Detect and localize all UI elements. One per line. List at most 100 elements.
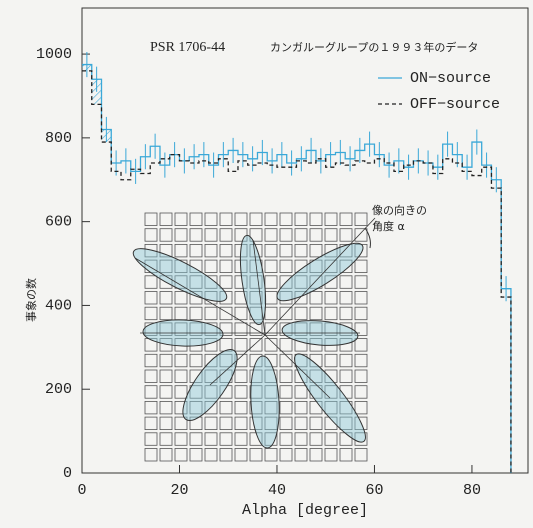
camera-pixel — [174, 228, 188, 242]
annotation: 像の向きの — [372, 203, 427, 217]
camera-pixel — [144, 338, 158, 352]
camera-pixel — [339, 212, 353, 226]
camera-pixel — [189, 432, 203, 446]
camera-pixel — [354, 416, 368, 431]
camera-pixel — [249, 353, 263, 368]
camera-pixel — [219, 228, 233, 242]
camera-pixel — [174, 432, 188, 446]
camera-pixel — [339, 400, 353, 415]
camera-pixel — [309, 306, 323, 321]
camera-pixel — [189, 212, 203, 226]
camera-pixel — [159, 243, 173, 258]
camera-pixel — [144, 228, 158, 242]
camera-pixel — [234, 369, 248, 383]
camera-pixel — [189, 275, 203, 289]
camera-pixel — [249, 448, 263, 462]
legend-label: OFF−source — [410, 96, 500, 113]
y-tick-label: 400 — [45, 297, 72, 314]
camera-pixel — [174, 322, 188, 336]
camera-pixel — [234, 291, 248, 305]
camera-pixel — [264, 243, 278, 258]
camera-pixel — [354, 306, 368, 321]
camera-pixel — [249, 385, 263, 399]
camera-pixel — [144, 291, 158, 305]
camera-pixel — [219, 400, 233, 415]
camera-pixel — [339, 416, 353, 431]
camera-pixel — [144, 243, 158, 258]
legend-label: ON−source — [410, 70, 491, 87]
camera-pixel — [264, 400, 278, 415]
camera-pixel — [354, 400, 368, 415]
camera-diagram — [132, 212, 376, 462]
x-tick-label: 80 — [463, 482, 481, 499]
camera-pixel — [339, 432, 353, 446]
camera-pixel — [279, 400, 293, 415]
camera-pixel — [189, 448, 203, 462]
camera-pixel — [204, 228, 218, 242]
x-axis-label: Alpha [degree] — [242, 502, 368, 519]
camera-pixel — [174, 400, 188, 415]
camera-pixel — [354, 275, 368, 289]
camera-pixel — [189, 400, 203, 415]
camera-pixel — [309, 353, 323, 368]
camera-pixel — [189, 385, 203, 399]
camera-pixel — [309, 212, 323, 226]
camera-pixel — [279, 212, 293, 226]
camera-pixel — [294, 259, 308, 274]
camera-pixel — [309, 448, 323, 462]
camera-pixel — [219, 291, 233, 305]
camera-pixel — [339, 259, 353, 274]
camera-pixel — [264, 275, 278, 289]
camera-pixel — [294, 228, 308, 242]
camera-pixel — [354, 432, 368, 446]
axis-line — [264, 217, 376, 336]
camera-pixel — [144, 353, 158, 368]
camera-pixel — [189, 369, 203, 383]
camera-pixel — [354, 385, 368, 399]
camera-pixel — [204, 369, 218, 383]
camera-pixel — [204, 416, 218, 431]
camera-pixel — [234, 385, 248, 399]
camera-pixel — [324, 322, 338, 336]
camera-pixel — [144, 432, 158, 446]
camera-pixel — [279, 369, 293, 383]
axis-line — [209, 334, 266, 386]
camera-pixel — [354, 353, 368, 368]
camera-pixel — [324, 212, 338, 226]
chart-subtitle: カンガルーグループの１９９３年のデータ — [270, 40, 478, 54]
camera-pixel — [294, 400, 308, 415]
camera-pixel — [264, 416, 278, 431]
camera-pixel — [174, 416, 188, 431]
camera-pixel — [309, 259, 323, 274]
camera-pixel — [249, 291, 263, 305]
camera-pixel — [174, 306, 188, 321]
camera-pixel — [174, 212, 188, 226]
camera-pixel — [354, 291, 368, 305]
camera-pixel — [204, 306, 218, 321]
camera-pixel — [189, 259, 203, 274]
camera-pixel — [279, 338, 293, 352]
camera-pixel — [174, 448, 188, 462]
camera-pixel — [264, 306, 278, 321]
camera-pixel — [234, 416, 248, 431]
camera-pixel — [339, 228, 353, 242]
camera-pixel — [354, 448, 368, 462]
camera-pixel — [264, 212, 278, 226]
camera-pixel — [144, 212, 158, 226]
angle-arc — [364, 227, 371, 249]
camera-pixel — [294, 416, 308, 431]
camera-pixel — [294, 322, 308, 336]
camera-pixel — [324, 275, 338, 289]
camera-pixel — [294, 212, 308, 226]
camera-pixel — [189, 228, 203, 242]
plot-frame — [81, 7, 529, 474]
camera-pixel — [294, 306, 308, 321]
camera-pixel — [159, 448, 173, 462]
camera-pixel — [234, 322, 248, 336]
camera-pixel — [264, 228, 278, 242]
camera-pixel — [294, 243, 308, 258]
camera-pixel — [294, 448, 308, 462]
camera-pixel — [204, 259, 218, 274]
camera-pixel — [309, 369, 323, 383]
